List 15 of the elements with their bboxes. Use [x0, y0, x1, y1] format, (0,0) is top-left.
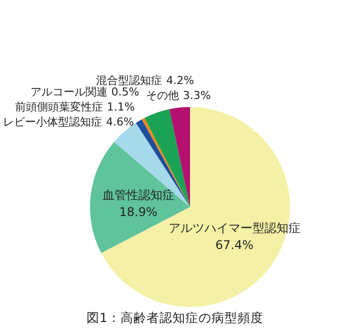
label: その他: [146, 89, 179, 102]
label: 0.5%: [111, 86, 140, 99]
label: 血管性認知症: [102, 188, 174, 202]
label: レビー小体型認知症: [3, 116, 102, 129]
title: 図1：高齢者認知症の病型頻度: [86, 310, 264, 325]
label: 1.1%: [106, 100, 135, 114]
label: 前頭側頭葉変性症: [14, 100, 103, 114]
label: アルツハイマー型認知症: [168, 221, 300, 236]
label: 67.4%: [215, 238, 254, 252]
label: 3.3%: [182, 89, 211, 102]
label: 4.6%: [106, 116, 134, 129]
label: アルコール関連: [30, 86, 108, 99]
label: 混合型認知症: [96, 74, 162, 87]
label: 4.2%: [166, 74, 194, 87]
label: 18.9%: [119, 204, 158, 219]
